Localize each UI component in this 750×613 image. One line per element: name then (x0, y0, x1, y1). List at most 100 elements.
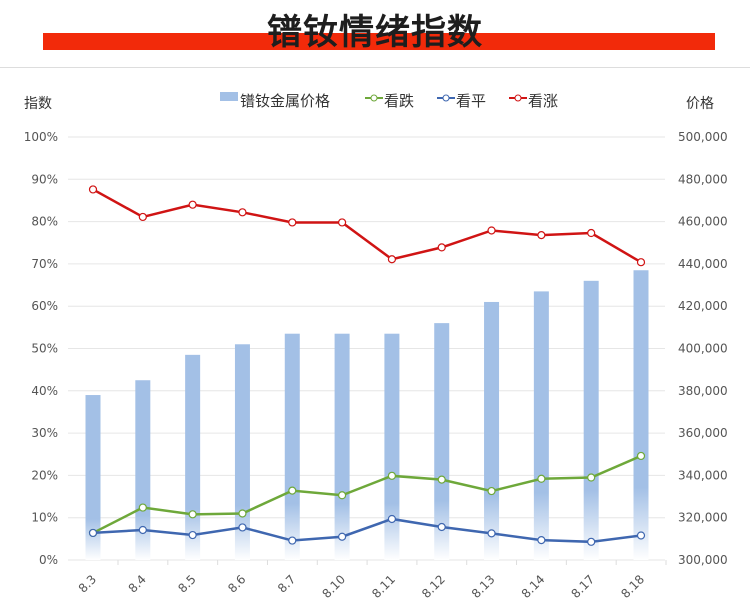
price-bar (85, 395, 101, 560)
bearish-point (188, 510, 197, 519)
right-tick-label: 480,000 (678, 172, 728, 186)
right-tick-label: 420,000 (678, 299, 728, 313)
left-tick-label: 60% (31, 299, 58, 313)
left-tick-label: 100% (24, 130, 58, 144)
left-axis-label: 指数 (24, 96, 52, 112)
price-bar (234, 344, 250, 560)
x-tick-label: 8.7 (275, 572, 298, 595)
legend-swatch-price (220, 92, 238, 101)
title-underline-bar (43, 33, 715, 50)
legend-marker-bullish (514, 94, 522, 102)
bearish-point (337, 491, 347, 500)
right-tick-label: 360,000 (678, 426, 728, 440)
left-tick-label: 20% (31, 468, 58, 482)
left-tick-label: 0% (39, 553, 58, 567)
price-bar (583, 280, 599, 560)
bullish-point (636, 258, 646, 267)
lines (88, 185, 646, 546)
left-tick-label: 80% (31, 215, 58, 229)
x-tick-label: 8.13 (469, 572, 498, 601)
legend: 镨钕金属价格 看跌 看平 看涨 (220, 92, 558, 110)
neutral-point (437, 522, 446, 532)
neutral-point (537, 536, 546, 545)
neutral-point (587, 537, 596, 546)
legend-label-neutral: 看平 (456, 92, 486, 110)
x-tick-label: 8.11 (369, 572, 398, 601)
x-tick-label: 8.4 (126, 572, 149, 595)
right-tick-label: 340,000 (678, 468, 728, 482)
bullish-line (92, 188, 642, 264)
gridlines (68, 136, 667, 565)
bullish-point (437, 243, 446, 252)
neutral-point (88, 528, 98, 538)
price-bar (334, 333, 350, 560)
right-tick-label: 300,000 (678, 553, 728, 567)
price-bar (484, 301, 500, 560)
price-bar (284, 333, 300, 560)
x-tick-label: 8.10 (319, 572, 348, 601)
neutral-point (337, 532, 347, 541)
legend-label-bearish: 看跌 (384, 92, 414, 110)
x-tick-label: 8.17 (569, 572, 598, 601)
bullish-point (487, 226, 496, 235)
price-bar (434, 323, 450, 560)
neutral-point (138, 525, 147, 535)
left-tick-label: 10% (31, 511, 58, 525)
bullish-point (288, 218, 297, 227)
right-axis-label: 价格 (686, 96, 714, 112)
price-bar (533, 291, 549, 560)
right-tick-label: 400,000 (678, 342, 728, 356)
neutral-point (636, 531, 646, 540)
bearish-point (437, 475, 446, 484)
left-tick-label: 50% (31, 342, 58, 356)
right-tick-label: 440,000 (678, 257, 728, 271)
bearish-point (138, 503, 147, 512)
page-title: 镨钕情绪指数 (266, 13, 483, 53)
x-tick-label: 8.6 (225, 572, 248, 595)
bullish-point (138, 212, 147, 222)
neutral-point (288, 536, 297, 545)
right-tick-label: 460,000 (678, 215, 728, 229)
bullish-point (337, 218, 347, 227)
right-tick-label: 500,000 (678, 130, 728, 144)
bullish-point (88, 185, 98, 194)
x-tick-label: 8.18 (618, 572, 647, 601)
bullish-point (188, 200, 197, 209)
bearish-point (537, 474, 546, 483)
bearish-point (487, 486, 496, 496)
x-tick-label: 8.14 (519, 572, 548, 601)
legend-label-bullish: 看涨 (528, 92, 558, 110)
bullish-point (537, 231, 546, 240)
left-tick-label: 30% (31, 426, 58, 440)
x-tick-label: 8.3 (76, 572, 99, 595)
bullish-point (387, 255, 397, 264)
right-tick-label: 380,000 (678, 384, 728, 398)
x-tick-label: 8.12 (419, 572, 448, 601)
price-bar (384, 333, 400, 560)
legend-marker-neutral (442, 94, 450, 102)
bars (85, 270, 649, 560)
price-bar (633, 270, 649, 560)
bearish-point (587, 473, 596, 482)
left-tick-label: 90% (31, 172, 58, 186)
neutral-line (92, 517, 642, 544)
bearish-point (238, 509, 247, 518)
bullish-point (587, 228, 596, 238)
bearish-point (636, 451, 646, 461)
neutral-point (387, 514, 397, 524)
left-tick-label: 40% (31, 384, 58, 398)
neutral-point (238, 523, 247, 532)
legend-label-price: 镨钕金属价格 (240, 92, 330, 110)
x-tick-label: 8.5 (175, 572, 198, 595)
bearish-point (288, 486, 297, 495)
price-bar (135, 380, 151, 560)
bearish-point (387, 471, 397, 480)
legend-marker-bearish (370, 94, 378, 102)
bullish-point (238, 208, 247, 217)
price-bar (185, 354, 201, 560)
left-tick-label: 70% (31, 257, 58, 271)
divider (0, 67, 750, 68)
right-tick-label: 320,000 (678, 511, 728, 525)
neutral-point (188, 530, 197, 540)
